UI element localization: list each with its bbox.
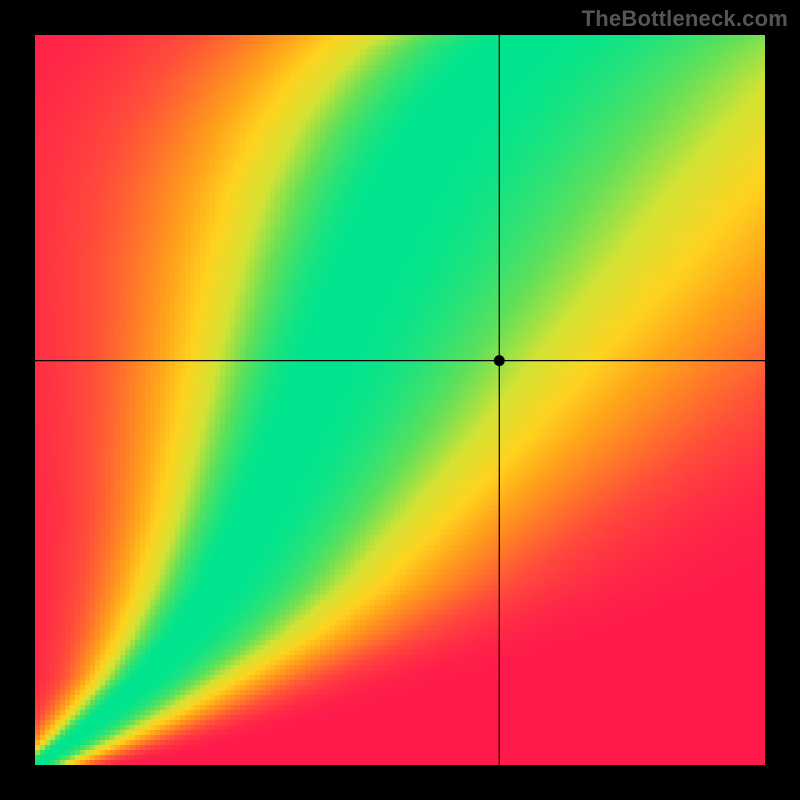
watermark-text: TheBottleneck.com	[582, 6, 788, 32]
chart-container: TheBottleneck.com	[0, 0, 800, 800]
bottleneck-heatmap	[35, 35, 765, 765]
